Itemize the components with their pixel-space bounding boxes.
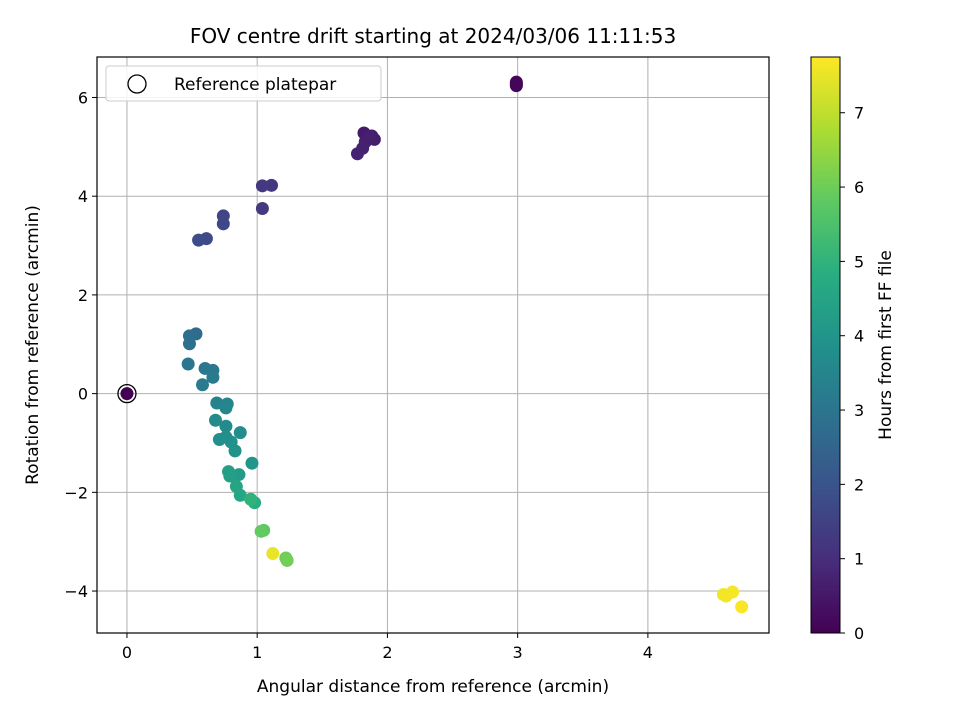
y-tick-label: 2 [78,286,88,305]
y-tick-label: −4 [64,582,88,601]
colorbar-tick-label: 2 [854,475,864,494]
scatter-point [726,585,740,599]
colorbar-tick-label: 0 [854,624,864,643]
y-tick-label: −2 [64,483,88,502]
x-tick-label: 3 [513,643,523,662]
y-axis-ticks: −4 −2 0 2 4 6 [64,88,97,601]
plot-frame [96,56,770,634]
scatter-point [255,202,269,216]
x-axis-ticks: 0 1 2 3 4 [122,633,653,662]
scatter-point [219,401,233,415]
scatter-point [233,426,247,440]
x-axis-label: Angular distance from reference (arcmin) [257,677,609,697]
colorbar-label: Hours from first FF file [876,250,896,440]
x-tick-label: 1 [252,643,262,662]
scatter-point [181,357,195,371]
scatter-point [206,370,220,384]
data-points [120,75,749,614]
colorbar-tick-label: 6 [854,178,864,197]
grid-lines [97,57,769,633]
scatter-point [195,378,209,392]
y-tick-label: 6 [78,88,88,107]
scatter-point [182,337,196,351]
scatter-point [219,430,233,444]
scatter-point [735,600,749,614]
colorbar: 0 1 2 3 4 5 6 7 Hours from first FF file [810,56,896,643]
y-tick-label: 4 [78,187,88,206]
chart-title: FOV centre drift starting at 2024/03/06 … [190,24,676,48]
scatter-point [244,492,258,506]
scatter-point [362,130,376,144]
colorbar-tick-label: 3 [854,401,864,420]
y-axis-label: Rotation from reference (arcmin) [23,205,43,485]
scatter-point [216,217,230,231]
legend-box [105,65,382,102]
x-tick-label: 4 [643,643,653,662]
scatter-point [192,233,206,247]
scatter-point [266,547,280,561]
scatter-point [280,553,294,567]
legend-marker [127,74,147,94]
legend-label: Reference platepar [174,75,336,95]
x-tick-label: 0 [122,643,132,662]
legend: Reference platepar [105,65,382,102]
scatter-point [509,77,523,91]
colorbar-tick-label: 1 [854,550,864,569]
scatter-point [245,456,259,470]
colorbar-tick-label: 5 [854,252,864,271]
reference-ring [117,383,137,404]
reference-marker [117,383,137,404]
scatter-point [254,524,268,538]
scatter-point [233,488,247,502]
scatter-point [219,419,233,433]
scatter-point [255,179,269,193]
scatter-point [209,413,223,427]
x-tick-label: 2 [382,643,392,662]
colorbar-gradient [810,56,841,634]
scatter-point [350,147,364,161]
colorbar-ticks: 0 1 2 3 4 5 6 7 [840,104,864,643]
scatter-point [223,469,237,483]
colorbar-tick-label: 7 [854,104,864,123]
scatter-point [120,387,134,401]
y-tick-label: 0 [78,385,88,404]
scatter-point [228,444,242,458]
colorbar-tick-label: 4 [854,327,864,346]
